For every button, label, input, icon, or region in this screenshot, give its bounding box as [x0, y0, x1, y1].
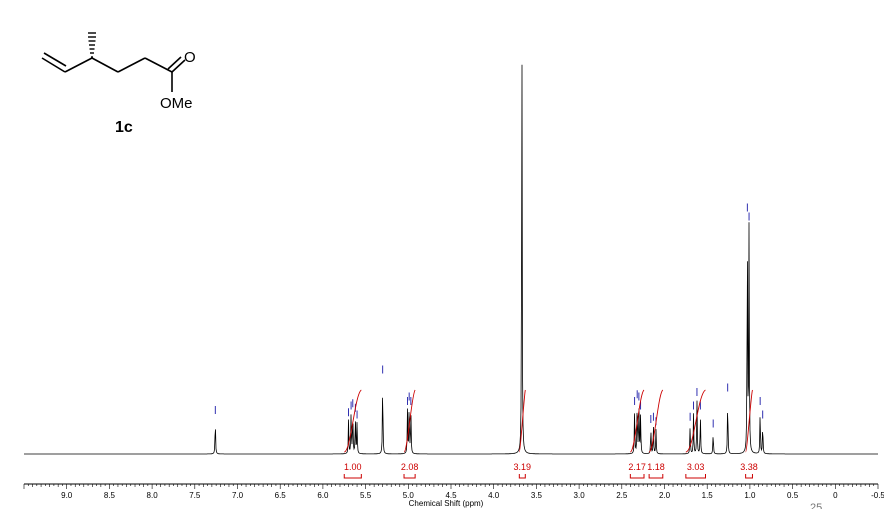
x-axis-label: Chemical Shift (ppm) — [409, 499, 484, 508]
x-tick-label: 4.5 — [445, 491, 457, 500]
x-tick-label: 5.0 — [403, 491, 415, 500]
integral-curve — [685, 389, 706, 453]
integral-value-label: 2.08 — [401, 462, 419, 472]
x-tick-label: 7.0 — [232, 491, 244, 500]
integral-bracket — [343, 474, 362, 479]
x-tick-label: 9.0 — [61, 491, 73, 500]
integral-curve — [518, 389, 526, 453]
integral-value-label: 3.03 — [687, 462, 705, 472]
integral-bracket — [629, 474, 645, 479]
compound-label: 1c — [115, 119, 133, 136]
x-tick-label: 3.5 — [531, 491, 543, 500]
integral-region: 1.18 — [647, 389, 665, 479]
integral-value-label: 3.38 — [740, 462, 758, 472]
x-tick-label: 8.0 — [147, 491, 159, 500]
x-tick-label: 7.5 — [189, 491, 201, 500]
integral-bracket — [685, 474, 706, 479]
integral-curve — [745, 389, 753, 453]
x-tick-label: 3.0 — [574, 491, 586, 500]
x-tick-label: 4.0 — [488, 491, 500, 500]
integral-region: 2.17 — [628, 389, 646, 479]
integral-bracket — [403, 474, 416, 479]
integral-bracket — [518, 474, 526, 479]
x-tick-label: 5.5 — [360, 491, 372, 500]
integral-value-label: 3.19 — [514, 462, 532, 472]
integral-bracket — [648, 474, 664, 479]
integral-value-label: 2.17 — [628, 462, 646, 472]
integral-value-label: 1.00 — [344, 462, 362, 472]
integral-region: 3.03 — [685, 389, 706, 479]
x-tick-label: 0.5 — [787, 491, 799, 500]
integral-curve — [629, 389, 645, 453]
integral-region: 1.00 — [343, 389, 362, 479]
peak-markers — [214, 203, 764, 428]
x-tick-label: -0.5 — [871, 491, 884, 500]
ester-methoxy-label: OMe — [160, 95, 193, 112]
x-tick-label: 0 — [833, 491, 838, 500]
integral-curve — [648, 389, 664, 453]
integral-region: 2.08 — [401, 389, 419, 479]
x-tick-label: 1.0 — [744, 491, 756, 500]
x-axis-ticks: 9.0 8.5 8.0 7.5 7.0 6.5 6.0 5.5 5.0 4.5 4.0 3.5 3.0 2… — [23, 484, 884, 500]
x-tick-label: 2.0 — [659, 491, 671, 500]
integral-curve — [403, 389, 416, 453]
spectrum-trace — [24, 64, 878, 455]
integral-value-label: 1.18 — [647, 462, 665, 472]
x-tick-label: 2.5 — [616, 491, 628, 500]
carbonyl-oxygen-label: O — [184, 49, 196, 66]
integral-region: 3.38 — [740, 389, 758, 479]
x-tick-label: 1.5 — [702, 491, 714, 500]
page-number: 25 — [810, 502, 822, 509]
integral-regions: 1.00 2.08 3.19 2.17 1.18 3.03 3.38 — [343, 389, 758, 479]
molecule-structure-1c — [41, 32, 186, 92]
integral-curve — [343, 389, 362, 453]
integral-bracket — [745, 474, 753, 479]
integral-region: 3.19 — [514, 389, 532, 479]
x-tick-label: 6.0 — [317, 491, 329, 500]
x-tick-label: 6.5 — [275, 491, 287, 500]
x-tick-label: 8.5 — [104, 491, 116, 500]
methyl-hash-bond — [88, 32, 96, 58]
